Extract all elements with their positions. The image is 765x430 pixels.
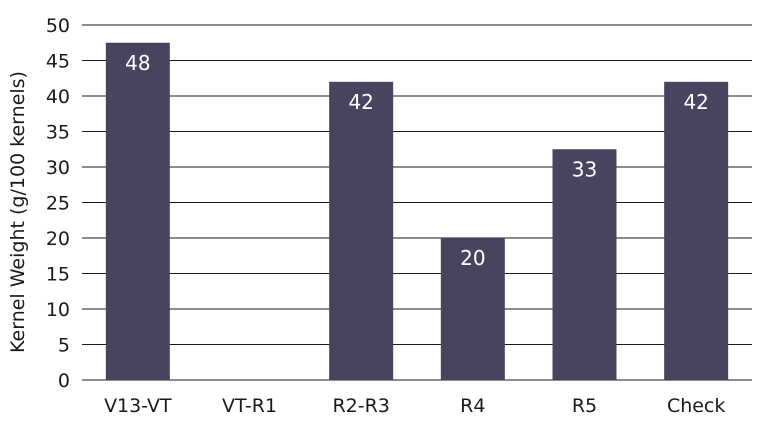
- x-tick-label: R2-R3: [332, 395, 389, 417]
- gridlines: [82, 24, 752, 381]
- y-tick-label: 30: [46, 157, 70, 179]
- bar-r4: [440, 238, 505, 380]
- bar-data-labels: 48 42 20 33 42: [125, 51, 709, 270]
- bar-value-label: 33: [572, 157, 597, 181]
- x-tick-label: R5: [572, 395, 597, 417]
- bar-value-label: 42: [683, 90, 708, 114]
- bar-check: [664, 81, 729, 381]
- y-tick-label: 25: [46, 193, 70, 215]
- bars: [105, 42, 729, 381]
- bar-value-label: 48: [125, 51, 150, 75]
- bar-value-label: 42: [348, 90, 373, 114]
- y-tick-label: 50: [46, 15, 70, 37]
- y-tick-label: 45: [46, 51, 70, 73]
- x-tick-label: VT-R1: [222, 395, 277, 417]
- y-tick-label: 0: [58, 370, 70, 392]
- bar-v13-vt: [105, 42, 170, 380]
- x-tick-label: V13-VT: [104, 395, 172, 417]
- x-tick-labels: V13-VT VT-R1 R2-R3 R4 R5 Check: [104, 395, 725, 417]
- bar-r5: [552, 149, 617, 380]
- y-tick-label: 35: [46, 122, 70, 144]
- y-axis-label: Kernel Weight (g/100 kernels): [7, 71, 29, 353]
- x-tick-label: R4: [460, 395, 485, 417]
- y-tick-label: 10: [46, 299, 70, 321]
- y-tick-label: 5: [58, 335, 70, 357]
- y-tick-label: 15: [46, 264, 70, 286]
- x-tick-label: Check: [667, 395, 725, 417]
- y-tick-label: 20: [46, 228, 70, 250]
- bar-r2-r3: [329, 81, 394, 381]
- y-tick-label: 40: [46, 86, 70, 108]
- y-tick-labels: 0 5 10 15 20 25 30 35 40 45 50: [46, 15, 70, 392]
- bar-value-label: 20: [460, 246, 485, 270]
